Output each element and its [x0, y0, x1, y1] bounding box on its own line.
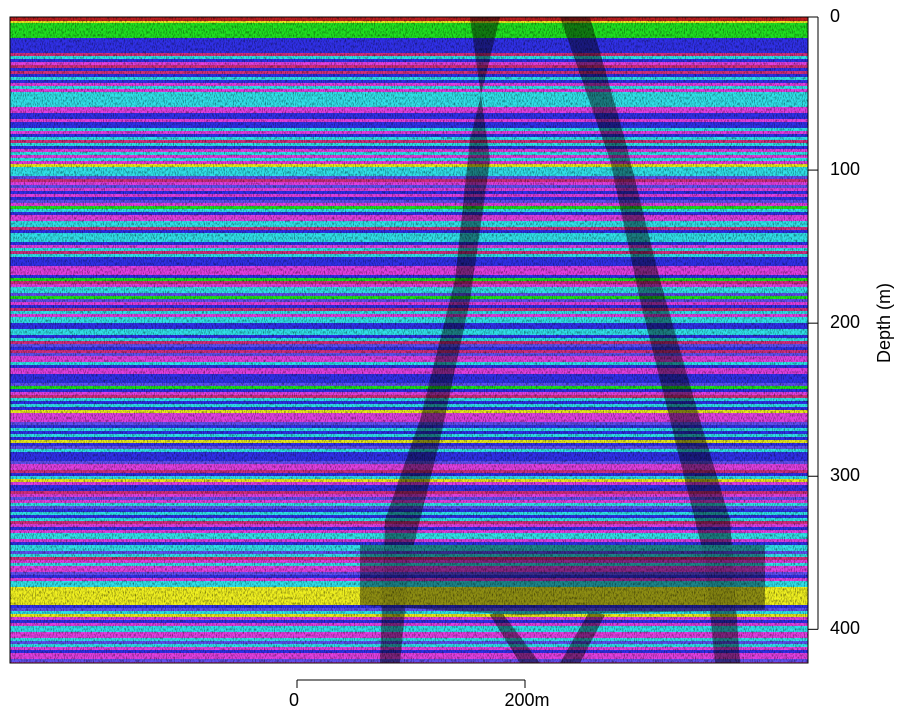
y-tick-label: 0: [830, 6, 840, 26]
feature: [490, 610, 605, 663]
feature: [560, 17, 740, 663]
image-features: [360, 17, 765, 663]
y-axis-title: Depth (m): [874, 283, 894, 363]
scale-bar-label: 0: [289, 690, 299, 710]
y-tick-label: 400: [830, 618, 860, 638]
image-noise: [10, 17, 808, 663]
y-tick-label: 200: [830, 312, 860, 332]
y-tick-label: 300: [830, 465, 860, 485]
scale-bar-label: 200m: [504, 690, 549, 710]
plot-frame: [9, 16, 809, 664]
feature: [380, 17, 500, 663]
y-tick-label: 100: [830, 159, 860, 179]
feature: [360, 545, 765, 615]
